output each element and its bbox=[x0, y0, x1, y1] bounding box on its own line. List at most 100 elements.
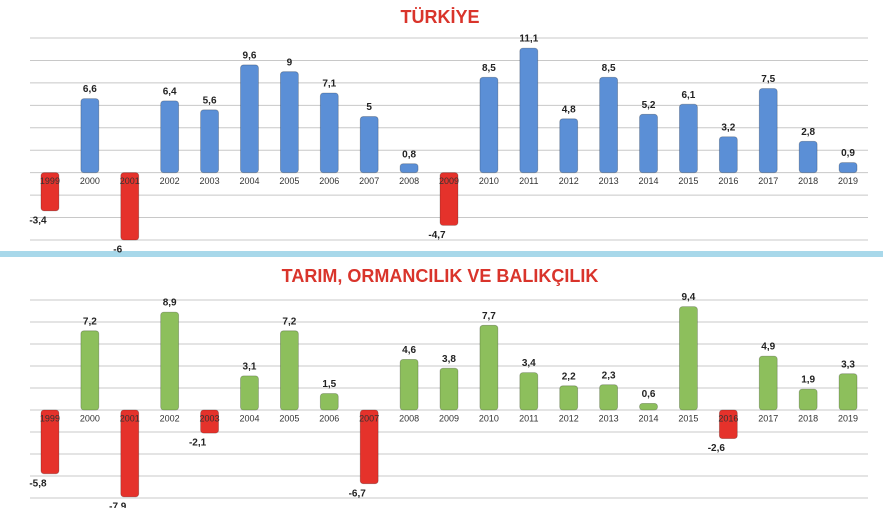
bar bbox=[639, 113, 658, 174]
data-label: -6,7 bbox=[349, 488, 367, 499]
data-label: 7,5 bbox=[761, 74, 775, 85]
x-tick-label: 2016 bbox=[718, 176, 738, 186]
bar bbox=[439, 172, 459, 226]
x-tick-label: 2018 bbox=[798, 413, 818, 423]
data-label: -4,7 bbox=[428, 230, 446, 241]
chart-title: TARIM, ORMANCILIK VE BALIKÇILIK bbox=[282, 266, 599, 286]
data-label: 7,2 bbox=[83, 316, 97, 327]
bar bbox=[679, 306, 698, 411]
x-tick-label: 2019 bbox=[838, 176, 858, 186]
bar bbox=[838, 373, 858, 411]
bar bbox=[559, 118, 579, 174]
data-label: 3,4 bbox=[522, 358, 536, 369]
bar bbox=[838, 162, 858, 174]
x-tick-label: 2000 bbox=[80, 413, 100, 423]
x-tick-label: 2009 bbox=[439, 176, 459, 186]
data-label: 2,8 bbox=[801, 127, 815, 138]
bar bbox=[40, 409, 60, 475]
data-label: -2,1 bbox=[189, 438, 207, 449]
x-tick-label: 2017 bbox=[758, 413, 778, 423]
x-tick-label: 2002 bbox=[160, 176, 180, 186]
bar bbox=[160, 100, 180, 174]
x-tick-label: 2008 bbox=[399, 176, 419, 186]
bar bbox=[319, 92, 339, 174]
x-tick-label: 2010 bbox=[479, 413, 499, 423]
bar bbox=[200, 409, 219, 434]
data-label: 3,1 bbox=[243, 362, 257, 373]
bar bbox=[319, 393, 339, 411]
bar bbox=[439, 367, 459, 411]
x-tick-label: 2010 bbox=[479, 176, 499, 186]
x-tick-label: 2005 bbox=[279, 176, 299, 186]
bar bbox=[399, 163, 419, 174]
x-tick-label: 2013 bbox=[599, 176, 619, 186]
x-tick-label: 2013 bbox=[599, 413, 619, 423]
bar bbox=[559, 385, 579, 411]
x-tick-label: 2014 bbox=[639, 176, 659, 186]
bar bbox=[519, 372, 539, 411]
data-label: 11,1 bbox=[519, 34, 538, 45]
data-label: -3,4 bbox=[29, 215, 47, 226]
x-tick-label: 2011 bbox=[519, 413, 538, 423]
x-tick-label: 2001 bbox=[120, 413, 140, 423]
bar bbox=[280, 71, 299, 174]
x-tick-label: 2011 bbox=[519, 176, 538, 186]
x-tick-label: 1999 bbox=[40, 413, 60, 423]
data-label: 6,1 bbox=[681, 90, 695, 101]
x-tick-label: 2009 bbox=[439, 413, 459, 423]
bar bbox=[240, 375, 259, 411]
bar bbox=[80, 98, 100, 174]
data-label: 5,2 bbox=[642, 100, 656, 111]
data-label: 0,6 bbox=[642, 389, 656, 400]
bar bbox=[599, 384, 618, 411]
bar bbox=[359, 409, 379, 485]
x-tick-label: 2014 bbox=[639, 413, 659, 423]
bar bbox=[718, 136, 738, 174]
x-tick-label: 2018 bbox=[798, 176, 818, 186]
bar bbox=[80, 330, 100, 411]
data-label: 5 bbox=[366, 102, 372, 113]
data-label: 3,3 bbox=[841, 359, 855, 370]
x-tick-label: 2002 bbox=[160, 413, 180, 423]
bar bbox=[519, 47, 539, 174]
bar bbox=[798, 140, 818, 174]
data-label: 1,9 bbox=[801, 375, 815, 386]
data-label: 4,9 bbox=[761, 342, 775, 353]
bar bbox=[758, 355, 778, 411]
bar bbox=[758, 88, 778, 174]
data-label: 1,5 bbox=[322, 379, 336, 390]
data-label: 4,6 bbox=[402, 345, 416, 356]
bar bbox=[798, 388, 818, 411]
x-tick-label: 2006 bbox=[319, 413, 339, 423]
bar bbox=[479, 76, 499, 174]
data-label: 2,2 bbox=[562, 371, 576, 382]
x-tick-label: 2005 bbox=[279, 413, 299, 423]
data-label: 3,8 bbox=[442, 354, 456, 365]
x-tick-label: 2016 bbox=[718, 413, 738, 423]
data-label: 8,5 bbox=[482, 63, 496, 74]
bar bbox=[280, 330, 299, 411]
data-label: 7,2 bbox=[282, 316, 296, 327]
x-tick-label: 2007 bbox=[359, 176, 379, 186]
x-tick-label: 2007 bbox=[359, 413, 379, 423]
x-tick-label: 2012 bbox=[559, 176, 579, 186]
data-label: 9,4 bbox=[681, 292, 695, 303]
data-label: 6,4 bbox=[163, 86, 177, 97]
data-label: 0,8 bbox=[402, 149, 416, 160]
data-label: 8,5 bbox=[602, 63, 616, 74]
x-tick-label: 2000 bbox=[80, 176, 100, 186]
x-tick-label: 2004 bbox=[239, 176, 259, 186]
x-tick-label: 2008 bbox=[399, 413, 419, 423]
data-label: 7,1 bbox=[322, 79, 336, 90]
x-tick-label: 2003 bbox=[200, 413, 220, 423]
bar bbox=[599, 76, 618, 174]
divider bbox=[0, 251, 883, 257]
x-tick-label: 2017 bbox=[758, 176, 778, 186]
data-label: 3,2 bbox=[721, 122, 735, 133]
bar bbox=[40, 172, 60, 212]
bar bbox=[479, 324, 499, 411]
x-tick-label: 2015 bbox=[678, 413, 698, 423]
x-tick-label: 2012 bbox=[559, 413, 579, 423]
x-tick-label: 2019 bbox=[838, 413, 858, 423]
